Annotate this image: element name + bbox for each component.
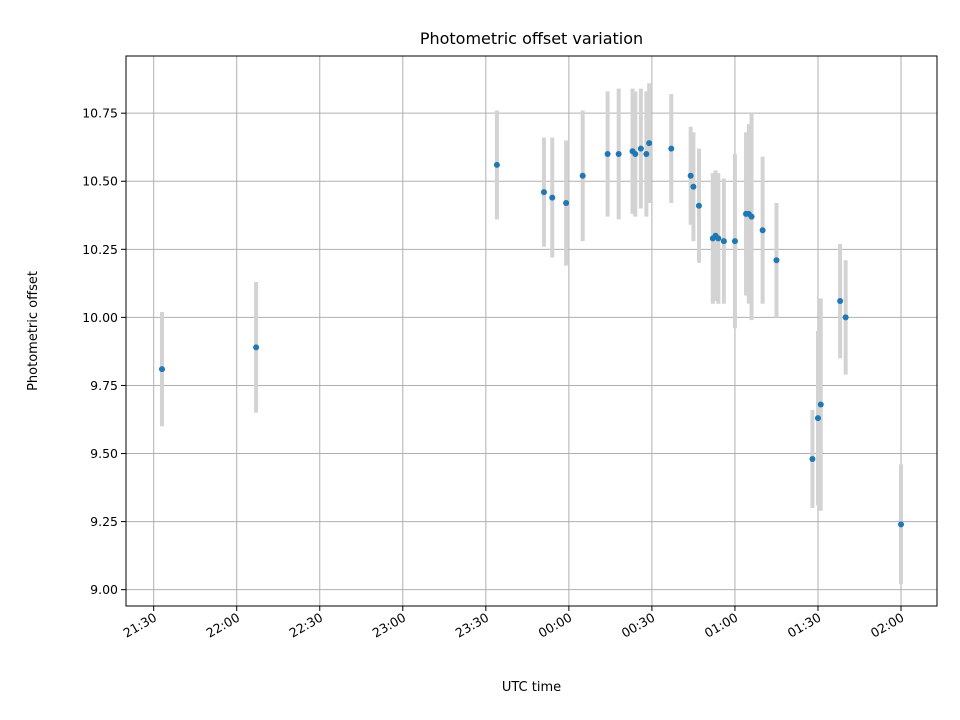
x-axis-label: UTC time (502, 680, 561, 695)
x-tick-label: 02:00 (868, 610, 907, 641)
data-point (563, 200, 570, 207)
x-tick-label: 01:00 (702, 610, 741, 641)
x-tick-label: 01:30 (785, 610, 824, 641)
data-point (687, 172, 694, 179)
y-tick-label: 9.75 (90, 378, 118, 393)
data-point (579, 172, 586, 179)
data-point (695, 202, 702, 209)
y-tick-label: 10.00 (82, 310, 118, 325)
data-point (643, 151, 650, 158)
y-tick-label: 9.25 (90, 514, 118, 529)
data-point (759, 227, 766, 234)
data-points (158, 140, 905, 528)
y-tick-label: 10.50 (82, 174, 118, 189)
y-tick-label: 10.75 (82, 106, 118, 121)
data-point (637, 145, 644, 152)
chart-title: Photometric offset variation (420, 29, 643, 48)
data-point (817, 401, 824, 408)
data-point (715, 235, 722, 242)
x-tick-label: 00:30 (619, 610, 658, 641)
data-point (809, 455, 816, 462)
y-tick-label: 9.50 (90, 446, 118, 461)
data-point (540, 189, 547, 196)
grid (126, 56, 937, 606)
data-point (646, 140, 653, 147)
data-point (837, 298, 844, 305)
x-tick-label: 23:30 (453, 610, 492, 641)
x-tick-label: 22:30 (287, 610, 326, 641)
data-point (632, 151, 639, 158)
data-point (720, 238, 727, 245)
data-point (842, 314, 849, 321)
axis-ticks: 21:30 22:00 22:30 23:00 23:30 00:00 00:30 01:00… (82, 106, 906, 641)
x-tick-label: 23:00 (370, 610, 409, 641)
y-tick-label: 9.00 (90, 582, 118, 597)
data-point (898, 521, 905, 528)
data-point (493, 161, 500, 168)
x-tick-label: 00:00 (536, 610, 575, 641)
data-point (615, 151, 622, 158)
x-tick-label: 21:30 (120, 610, 159, 641)
data-point (773, 257, 780, 264)
data-point (731, 238, 738, 245)
data-point (690, 183, 697, 190)
data-point (158, 366, 165, 373)
y-axis-label: Photometric offset (26, 271, 41, 391)
plot-frame (125, 55, 938, 607)
data-point (604, 151, 611, 158)
x-tick-label: 22:00 (204, 610, 243, 641)
y-tick-label: 10.25 (82, 242, 118, 257)
data-point (748, 213, 755, 220)
data-point (253, 344, 260, 351)
data-point (549, 194, 556, 201)
error-bars (159, 83, 904, 585)
data-point (814, 415, 821, 422)
data-point (668, 145, 675, 152)
